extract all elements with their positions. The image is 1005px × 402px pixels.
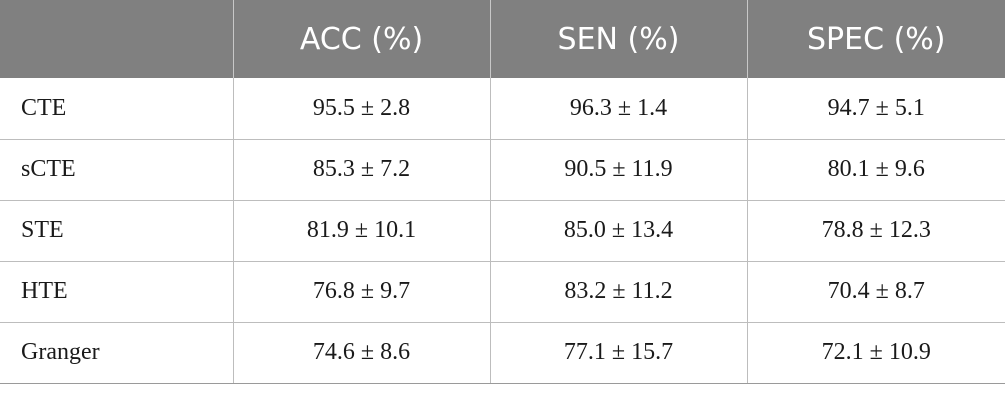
sen-cell: 77.1 ± 15.7 [489, 322, 747, 384]
header-cell-method [0, 0, 233, 78]
table-row: sCTE 85.3 ± 7.2 90.5 ± 11.9 80.1 ± 9.6 [0, 139, 1005, 201]
spec-cell: 80.1 ± 9.6 [746, 139, 1005, 201]
row-label: CTE [0, 78, 233, 140]
sen-cell: 83.2 ± 11.2 [489, 261, 747, 323]
acc-cell: 76.8 ± 9.7 [232, 261, 490, 323]
spec-cell: 70.4 ± 8.7 [746, 261, 1005, 323]
acc-cell: 81.9 ± 10.1 [232, 200, 490, 262]
results-table: ACC (%) SEN (%) SPEC (%) CTE 95.5 ± 2.8 … [0, 0, 1005, 384]
acc-cell: 74.6 ± 8.6 [232, 322, 490, 384]
acc-cell: 85.3 ± 7.2 [232, 139, 490, 201]
sen-cell: 96.3 ± 1.4 [489, 78, 747, 140]
row-label: Granger [0, 322, 233, 384]
table-row: STE 81.9 ± 10.1 85.0 ± 13.4 78.8 ± 12.3 [0, 200, 1005, 262]
header-row: ACC (%) SEN (%) SPEC (%) [0, 0, 1005, 78]
row-label: STE [0, 200, 233, 262]
table-header: ACC (%) SEN (%) SPEC (%) [0, 0, 1005, 78]
acc-cell: 95.5 ± 2.8 [232, 78, 490, 140]
sen-cell: 90.5 ± 11.9 [489, 139, 747, 201]
header-cell-spec: SPEC (%) [746, 0, 1005, 78]
table-row: CTE 95.5 ± 2.8 96.3 ± 1.4 94.7 ± 5.1 [0, 78, 1005, 140]
spec-cell: 94.7 ± 5.1 [746, 78, 1005, 140]
table-body: CTE 95.5 ± 2.8 96.3 ± 1.4 94.7 ± 5.1 sCT… [0, 78, 1005, 384]
sen-cell: 85.0 ± 13.4 [489, 200, 747, 262]
table-row: Granger 74.6 ± 8.6 77.1 ± 15.7 72.1 ± 10… [0, 322, 1005, 384]
spec-cell: 78.8 ± 12.3 [746, 200, 1005, 262]
row-label: HTE [0, 261, 233, 323]
header-cell-sen: SEN (%) [489, 0, 747, 78]
table-row: HTE 76.8 ± 9.7 83.2 ± 11.2 70.4 ± 8.7 [0, 261, 1005, 323]
row-label: sCTE [0, 139, 233, 201]
header-cell-acc: ACC (%) [232, 0, 490, 78]
results-table-container: ACC (%) SEN (%) SPEC (%) CTE 95.5 ± 2.8 … [0, 0, 1005, 384]
spec-cell: 72.1 ± 10.9 [746, 322, 1005, 384]
